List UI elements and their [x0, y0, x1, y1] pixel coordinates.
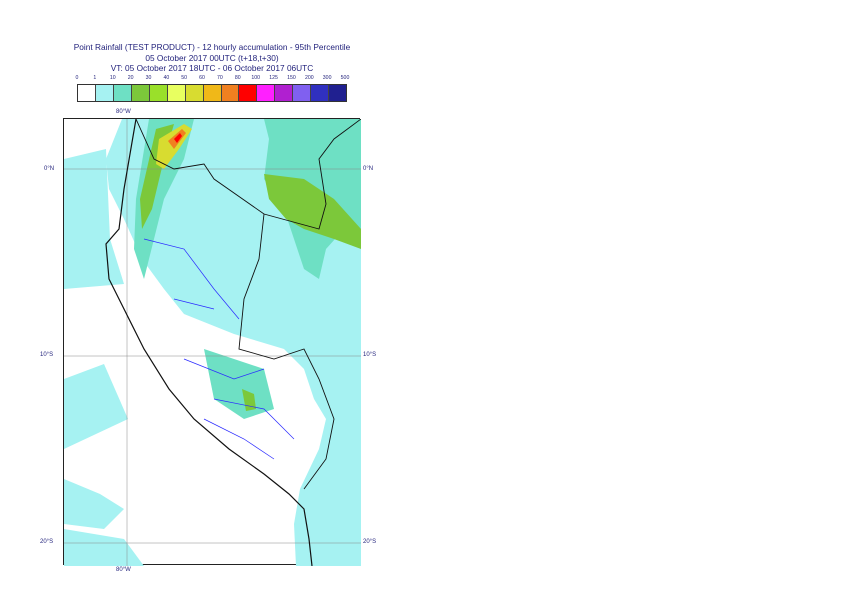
legend-swatch-8	[221, 85, 240, 101]
title-line-2: 05 October 2017 00UTC (t+18,t+30)	[145, 52, 279, 63]
legend-label-6: 50	[181, 75, 188, 81]
coastline	[105, 119, 313, 566]
legend-label-13: 200	[304, 75, 314, 81]
bottom-longitude-label: 80°W	[116, 567, 131, 573]
map-canvas	[64, 119, 361, 566]
title-line-1: Point Rainfall (TEST PRODUCT) - 12 hourl…	[73, 42, 351, 52]
chart-title: Point Rainfall (TEST PRODUCT) - 12 hourl…	[62, 42, 362, 74]
legend-label-7: 60	[199, 75, 205, 81]
legend-label-2: 10	[109, 75, 116, 81]
rain-area-light-coast	[64, 149, 124, 289]
lat-label-right-20: 20°S	[363, 539, 377, 545]
legend-threshold-labels: 0 1 10 20 30 40 50 60 70 80 100 125 150 200 300 500	[70, 75, 360, 84]
legend-swatch-14	[329, 85, 347, 101]
legend-swatch-6	[185, 85, 204, 101]
top-longitude-label: 80°W	[116, 109, 131, 115]
lat-label-left-0: 0°N	[44, 166, 55, 172]
rain-area-light-ocean	[64, 479, 124, 529]
legend-swatch-11	[275, 85, 294, 101]
legend-label-9: 80	[234, 75, 241, 81]
legend-label-3: 20	[127, 75, 134, 81]
legend-label-8: 70	[217, 75, 223, 81]
legend-swatch-2	[113, 85, 132, 101]
legend-swatch-10	[257, 85, 276, 101]
national-border-east	[238, 213, 335, 490]
legend-label-14: 300	[322, 75, 332, 81]
legend-swatch-12	[293, 85, 312, 101]
legend-swatch-0	[78, 85, 96, 101]
title-line-3: VT: 05 October 2017 18UTC - 06 October 2…	[110, 63, 314, 74]
legend-swatch-1	[95, 85, 114, 101]
legend-swatch-7	[203, 85, 222, 101]
rain-area-light-south	[64, 364, 128, 449]
rain-area-medium-south	[204, 349, 274, 419]
rain-area-light-ocean-south	[64, 529, 144, 566]
color-legend	[77, 84, 347, 102]
legend-label-5: 40	[163, 75, 170, 81]
legend-swatch-9	[239, 85, 258, 101]
legend-swatch-4	[149, 85, 168, 101]
regional-borders	[143, 238, 295, 460]
legend-label-10: 100	[251, 75, 260, 81]
legend-label-11: 125	[269, 75, 278, 81]
legend-label-4: 30	[145, 75, 152, 81]
lat-label-left-10: 10°S	[40, 352, 54, 358]
lat-label-right-10: 10°S	[363, 352, 377, 358]
rain-area-green-east	[264, 174, 361, 249]
rain-area-medium-andes	[134, 119, 194, 279]
lat-label-right-0: 0°N	[363, 166, 374, 172]
legend-label-0: 0	[75, 75, 79, 81]
rain-area-red-core	[174, 133, 182, 143]
legend-swatch-13	[311, 85, 330, 101]
rainfall-map	[63, 118, 361, 566]
legend-label-12: 150	[287, 75, 296, 81]
legend-swatch-5	[167, 85, 186, 101]
legend-label-15: 500	[340, 75, 350, 81]
legend-label-1: 1	[93, 75, 97, 81]
legend-swatch-3	[131, 85, 150, 101]
lat-label-left-20: 20°S	[40, 539, 54, 545]
